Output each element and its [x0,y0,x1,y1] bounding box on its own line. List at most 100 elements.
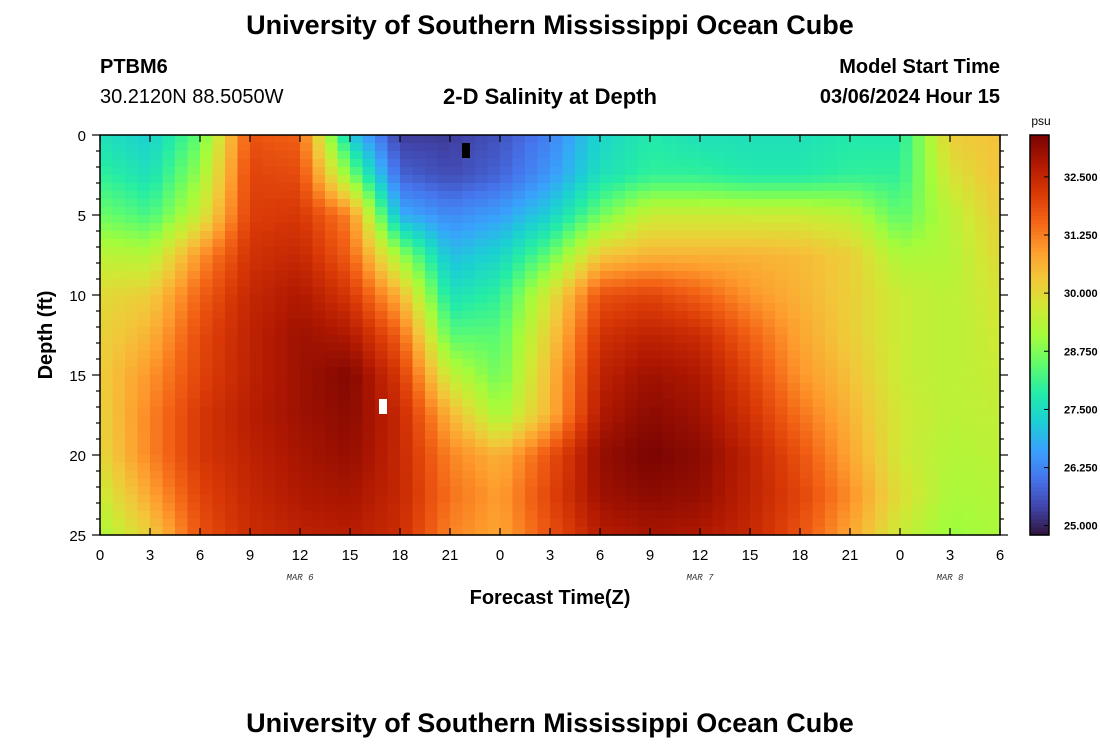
x-tick-label: 6 [596,547,604,564]
heatmap-cell [600,383,614,392]
heatmap-cell [837,319,851,328]
heatmap-cell [600,159,614,168]
heatmap-cell [350,439,364,448]
heatmap-cell [425,271,439,280]
heatmap-cell [475,335,489,344]
heatmap-cell [900,359,914,368]
heatmap-cell [862,159,876,168]
heatmap-cell [337,367,351,376]
heatmap-cell [450,231,464,240]
heatmap-cell [712,143,726,152]
heatmap-cell [750,447,764,456]
heatmap-cell [900,327,914,336]
heatmap-cell [400,143,414,152]
heatmap-cell [637,399,651,408]
heatmap-cell [675,239,689,248]
heatmap-cell [587,135,601,144]
heatmap-cell [237,151,251,160]
heatmap-cell [700,231,714,240]
heatmap-cell [325,311,339,320]
heatmap-cell [850,375,864,384]
heatmap-cell [200,495,214,504]
heatmap-cell [762,399,776,408]
heatmap-cell [300,319,314,328]
heatmap-cell [287,343,301,352]
heatmap-cell [362,367,376,376]
heatmap-cell [375,519,389,528]
heatmap-cell [987,199,1001,208]
heatmap-cell [537,279,551,288]
heatmap-cell [725,487,739,496]
heatmap-cell [687,223,701,232]
heatmap-cell [137,311,151,320]
heatmap-cell [350,391,364,400]
heatmap-cell [412,399,426,408]
heatmap-cell [787,239,801,248]
heatmap-cell [275,239,289,248]
heatmap-cell [137,215,151,224]
heatmap-cell [275,455,289,464]
heatmap-cell [300,191,314,200]
heatmap-cell [712,255,726,264]
heatmap-cell [487,519,501,528]
heatmap-cell [400,311,414,320]
heatmap-cell [275,319,289,328]
colorbar-segment [1030,471,1049,476]
heatmap-cell [750,375,764,384]
heatmap-cell [437,439,451,448]
heatmap-cell [375,215,389,224]
heatmap-cell [362,407,376,416]
heatmap-cell [937,335,951,344]
heatmap-cell [612,151,626,160]
heatmap-cell [862,279,876,288]
heatmap-cell [250,303,264,312]
heatmap-cell [687,495,701,504]
heatmap-cell [587,367,601,376]
heatmap-cell [825,303,839,312]
heatmap-cell [650,487,664,496]
heatmap-cell [900,143,914,152]
heatmap-cell [562,215,576,224]
heatmap-cell [937,215,951,224]
heatmap-cell [487,191,501,200]
heatmap-cell [712,175,726,184]
heatmap-cell [550,439,564,448]
heatmap-cell [562,391,576,400]
colorbar-segment [1030,347,1049,352]
heatmap-cell [937,207,951,216]
colorbar-segment [1030,531,1049,536]
heatmap-cell [237,143,251,152]
heatmap-cell [250,431,264,440]
heatmap-cell [100,479,114,488]
heatmap-cell [800,391,814,400]
heatmap-cell [962,447,976,456]
heatmap-cell [950,343,964,352]
heatmap-cell [375,359,389,368]
heatmap-cell [187,311,201,320]
heatmap-cell [812,527,826,536]
heatmap-cell [775,159,789,168]
heatmap-cell [500,287,514,296]
heatmap-cell [825,295,839,304]
heatmap-cell [275,151,289,160]
heatmap-cell [300,423,314,432]
heatmap-cell [500,295,514,304]
heatmap-cell [212,327,226,336]
heatmap-cell [575,239,589,248]
heatmap-cell [662,231,676,240]
heatmap-cell [350,239,364,248]
heatmap-cell [975,479,989,488]
heatmap-cell [975,199,989,208]
heatmap-cell [525,231,539,240]
heatmap-cell [450,159,464,168]
heatmap-cell [900,335,914,344]
heatmap-cell [225,503,239,512]
heatmap-cell [625,191,639,200]
heatmap-cell [225,303,239,312]
heatmap-cell [962,271,976,280]
heatmap-cell [725,463,739,472]
heatmap-cell [375,319,389,328]
heatmap-cell [162,527,176,536]
heatmap-cell [337,399,351,408]
heatmap-cell [700,375,714,384]
